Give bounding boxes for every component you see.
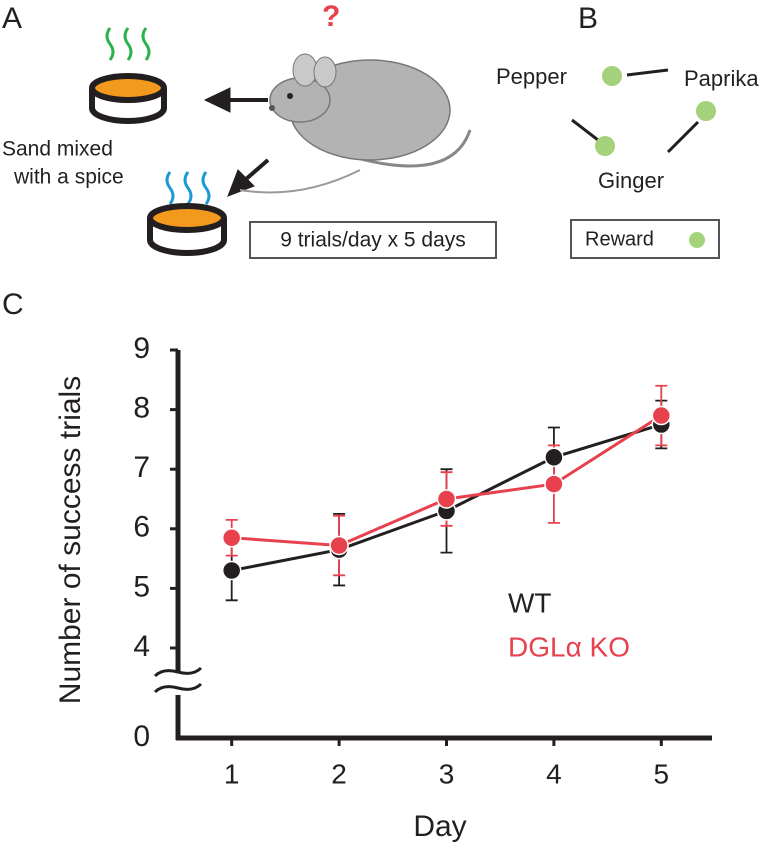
question-mark: ? — [322, 0, 340, 33]
x-tick-label: 5 — [654, 758, 670, 789]
y-tick-label: 5 — [133, 570, 150, 603]
panel-label: C — [2, 288, 24, 321]
protocol: 9 trials/day x 5 days — [280, 229, 466, 252]
spice-label: Pepper — [496, 64, 567, 89]
data-point — [221, 560, 242, 581]
y-tick-label: 7 — [133, 451, 150, 484]
panel-label: B — [578, 2, 598, 35]
data-point — [329, 535, 349, 556]
reward-label: Reward — [585, 228, 654, 250]
arrows — [203, 87, 270, 197]
caption: Sand mixed — [2, 138, 113, 161]
x-tick-label: 1 — [224, 758, 240, 789]
spice-diagram — [571, 66, 716, 156]
x-tick-label: 4 — [546, 758, 562, 789]
spice-label: Ginger — [598, 168, 664, 193]
caption: with a spice — [13, 166, 124, 189]
x-tick-label: 2 — [331, 758, 347, 789]
y-tick-label: 6 — [133, 511, 150, 544]
mouse — [239, 53, 472, 194]
data-point — [544, 447, 564, 468]
spice-label: Paprika — [684, 66, 759, 91]
protocol-box — [249, 221, 497, 259]
panel-label: A — [2, 2, 22, 35]
x-axis-title: Day — [413, 810, 466, 843]
bowl-bottom — [147, 171, 227, 256]
y-tick-label: 0 — [133, 720, 150, 753]
axis-break — [153, 666, 203, 694]
y-tick-label: 9 — [133, 332, 150, 365]
data-point — [651, 405, 672, 426]
data-point — [544, 474, 564, 494]
legend-label: WT — [508, 587, 552, 618]
legend-label: DGLα KO — [508, 631, 630, 662]
y-tick-label: 4 — [133, 630, 150, 663]
data-point — [436, 489, 457, 509]
y-axis-title: Number of success trials — [54, 376, 87, 704]
reward-dot — [689, 232, 705, 248]
data-point — [221, 527, 242, 548]
y-tick-label: 8 — [133, 392, 150, 425]
x-tick-label: 3 — [439, 758, 455, 789]
bowl-top — [89, 27, 167, 124]
axis-break — [168, 673, 190, 695]
